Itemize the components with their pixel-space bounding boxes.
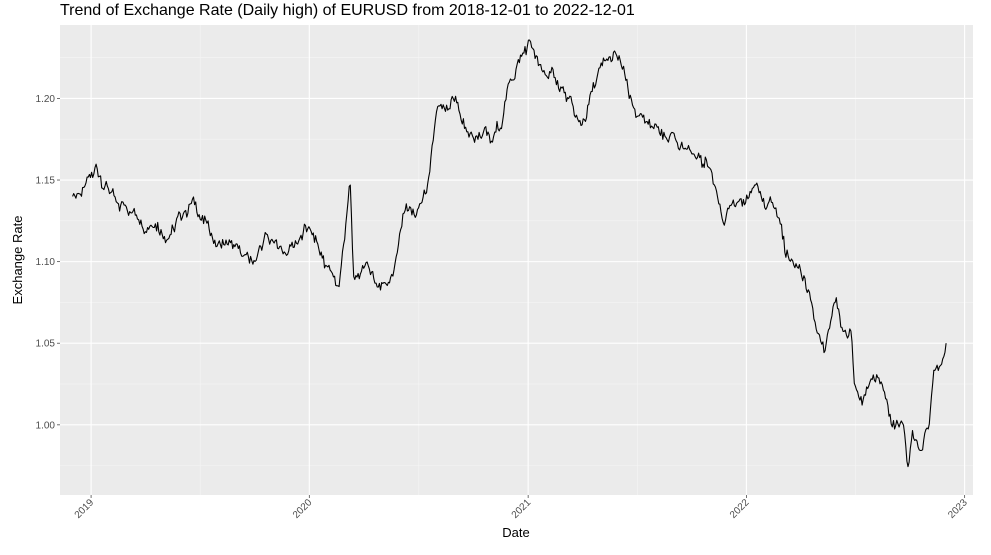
x-tick-label: 2019: [73, 497, 97, 521]
y-tick-label: 1.20: [36, 94, 56, 105]
y-tick-label: 1.05: [36, 339, 56, 350]
x-tick-label: 2022: [728, 497, 752, 521]
x-axis: 2019 2020 2021 2022 2023: [73, 495, 970, 521]
plot-panel: [60, 25, 973, 495]
x-axis-title: Date: [502, 525, 529, 540]
x-tick-label: 2021: [510, 497, 534, 521]
series-layer: [72, 39, 947, 468]
x-tick-label: 2023: [946, 497, 970, 521]
minor-gridlines: [60, 25, 973, 495]
y-axis: 1.00 1.05 1.10 1.15 1.20: [36, 94, 60, 431]
y-tick-label: 1.15: [36, 176, 56, 187]
chart-title: Trend of Exchange Rate (Daily high) of E…: [60, 2, 635, 19]
major-gridlines: [60, 25, 973, 495]
y-tick-label: 1.00: [36, 420, 56, 431]
x-tick-label: 2020: [291, 497, 315, 521]
y-tick-label: 1.10: [36, 257, 56, 268]
y-axis-title: Exchange Rate: [10, 216, 25, 305]
series-line: [72, 39, 947, 468]
